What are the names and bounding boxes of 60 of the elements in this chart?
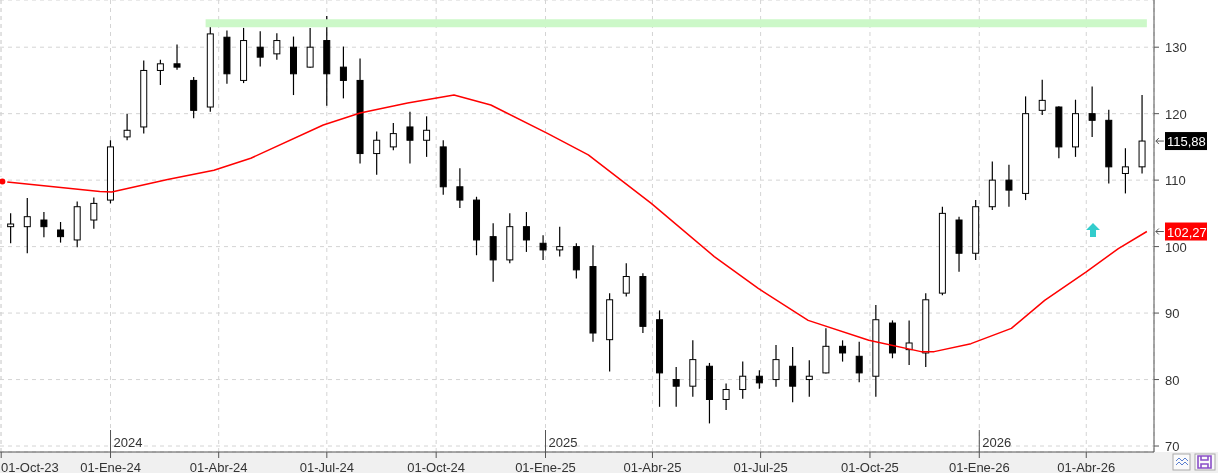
candlestick: [7, 212, 15, 244]
candlestick: [389, 122, 397, 151]
x-tick-label: 01-Jul-25: [733, 460, 788, 473]
candlestick: [40, 211, 48, 238]
y-tick-label: 100: [1165, 239, 1187, 255]
candlestick: [905, 319, 913, 366]
x-tick-label: 01-Oct-25: [841, 460, 899, 473]
candlestick: [123, 113, 131, 141]
x-tick-label: 01-Ene-24: [80, 460, 141, 473]
candlestick: [57, 221, 65, 244]
y-tick-label: 110: [1165, 173, 1186, 189]
y-tick-label: 80: [1165, 372, 1180, 388]
y-tick-label: 90: [1165, 306, 1180, 322]
candlestick: [173, 43, 181, 71]
x-tick-label: 01-Jul-24: [299, 460, 354, 473]
candlestick: [273, 32, 281, 61]
annotation: 115,88: [1167, 134, 1206, 150]
candlestick: [672, 366, 680, 408]
candlestick: [622, 262, 630, 298]
candlestick: [256, 30, 264, 68]
x-tick-label: 01-Abr-26: [1057, 460, 1116, 473]
candlestick: [739, 361, 747, 400]
candlestick: [1088, 85, 1096, 138]
candlestick: [406, 111, 414, 165]
candlestick: [522, 211, 530, 253]
candlestick: [772, 344, 780, 388]
x-tick-label: 01-Ene-26: [948, 460, 1010, 473]
annotation: 2024: [113, 435, 143, 450]
candlestick: [722, 382, 730, 411]
x-tick-label: 01-Abr-25: [623, 460, 682, 473]
candlestick: [855, 341, 863, 383]
candlestick: [539, 234, 547, 261]
x-tick-label: 01-Oct-23: [1, 460, 59, 473]
candlestick: [339, 45, 347, 99]
candlestick: [90, 196, 98, 230]
candlestick: [156, 59, 164, 86]
candlestick: [23, 197, 31, 254]
candlestick: [1005, 164, 1013, 208]
candlestick: [572, 242, 580, 280]
candlestick: [306, 27, 314, 69]
annotation: 102,27: [1167, 224, 1207, 240]
annotation: 2025: [548, 435, 578, 450]
annotation: 2026: [982, 435, 1012, 450]
candlestick: [789, 346, 797, 403]
candlestick: [423, 115, 431, 158]
candlestick: [839, 339, 847, 363]
x-tick-label: 01-Abr-24: [189, 460, 248, 473]
candlestick: [755, 369, 763, 390]
x-tick-label: 01-Oct-24: [407, 460, 466, 473]
candlestick: [1121, 147, 1129, 195]
candlestick: [456, 167, 464, 209]
y-tick-label: 120: [1165, 106, 1187, 122]
x-tick-label: 01-Ene-25: [515, 460, 576, 473]
candlestick: [805, 359, 813, 398]
candlestick: [489, 222, 497, 283]
candlestick: [556, 226, 564, 258]
y-tick-label: 70: [1165, 439, 1180, 455]
candlestick: [1038, 79, 1046, 116]
y-tick-label: 130: [1165, 40, 1187, 56]
candlestick: [373, 131, 381, 176]
